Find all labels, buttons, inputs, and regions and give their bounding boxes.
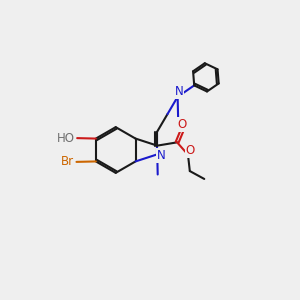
Text: O: O <box>178 118 187 131</box>
Text: N: N <box>157 149 166 162</box>
Text: Br: Br <box>61 155 74 168</box>
Text: N: N <box>174 85 183 98</box>
Text: O: O <box>186 144 195 157</box>
Text: HO: HO <box>57 132 75 145</box>
